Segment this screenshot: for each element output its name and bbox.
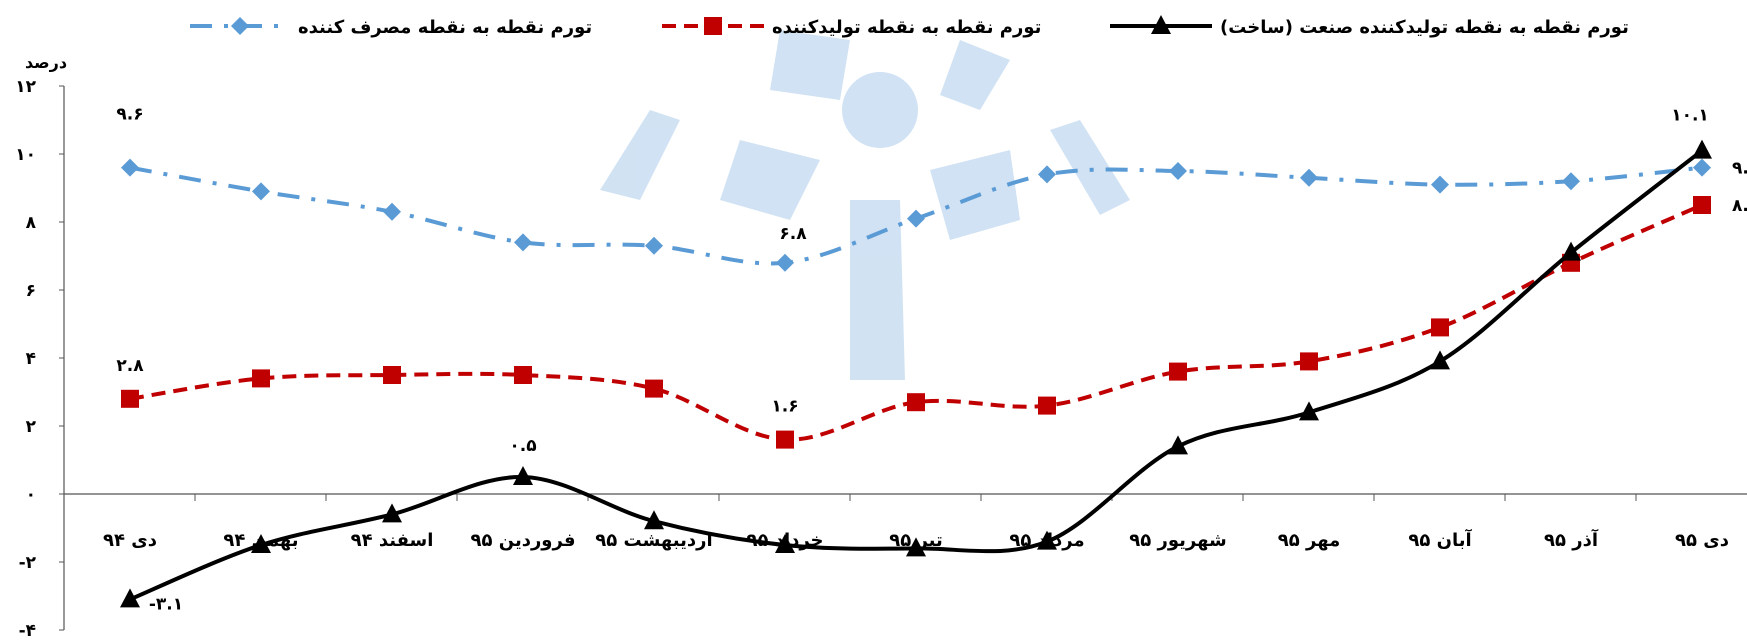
y-tick-label: ۸ xyxy=(26,213,37,233)
data-point xyxy=(1169,362,1187,381)
data-label: ۲.۸ xyxy=(116,356,144,376)
data-point xyxy=(1692,139,1712,159)
data-point xyxy=(231,17,249,35)
y-axis-label: درصد xyxy=(25,53,67,72)
data-label: ۸.۵ xyxy=(1732,196,1747,216)
data-point xyxy=(1300,168,1318,187)
data-label: ۶.۸ xyxy=(779,224,807,244)
legend-label: تورم نقطه به نقطه تولیدکننده صنعت (ساخت) xyxy=(1220,17,1629,38)
data-point xyxy=(1038,165,1056,184)
data-point xyxy=(382,503,402,523)
data-point xyxy=(1561,241,1581,261)
x-tick-label: فروردین ۹۵ xyxy=(471,530,576,551)
legend: تورم نقطه به نقطه تولیدکننده صنعت (ساخت)… xyxy=(190,15,1629,38)
data-point xyxy=(645,236,663,255)
x-tick-label: مهر ۹۵ xyxy=(1278,530,1340,551)
legend-item: تورم نقطه به نقطه تولیدکننده xyxy=(662,17,1041,38)
data-point xyxy=(514,233,532,252)
data-point xyxy=(776,430,794,449)
data-point xyxy=(383,366,401,384)
legend-label: تورم نقطه به نقطه تولیدکننده xyxy=(772,17,1041,38)
data-label: ۹.۶ xyxy=(1732,159,1747,179)
y-tick-label: -۲ xyxy=(19,553,37,573)
data-point xyxy=(1431,318,1449,337)
data-point xyxy=(907,393,925,412)
data-point xyxy=(1038,396,1056,415)
legend-item: تورم نقطه به نقطه مصرف کننده xyxy=(190,17,592,38)
y-tick-label: ۴ xyxy=(26,349,36,369)
series-square xyxy=(121,196,1711,449)
x-tick-label: شهریور ۹۵ xyxy=(1129,530,1226,551)
data-point xyxy=(1037,530,1057,550)
x-tick-label: دی ۹۵ xyxy=(1675,530,1729,551)
data-point xyxy=(907,209,925,228)
y-tick-label: ۰ xyxy=(26,485,36,505)
data-point xyxy=(1693,196,1711,214)
y-tick-label: ۱۰ xyxy=(15,145,36,165)
y-tick-label: ۲ xyxy=(26,417,37,437)
data-point xyxy=(1299,401,1319,421)
x-tick-label: اسفند ۹۴ xyxy=(351,530,434,551)
x-tick-label: آذر ۹۵ xyxy=(1544,528,1599,551)
data-point xyxy=(251,534,271,553)
data-point xyxy=(121,158,139,177)
data-label: ۰.۵ xyxy=(509,436,536,456)
data-label: ۱.۶ xyxy=(771,397,798,417)
data-point xyxy=(1693,158,1711,177)
y-tick-label: ۱۲ xyxy=(15,77,36,97)
data-point xyxy=(513,466,533,485)
data-point xyxy=(906,537,926,557)
x-tick-label: آبان ۹۵ xyxy=(1408,528,1472,551)
chamber-logo-watermark xyxy=(600,30,1130,380)
data-point xyxy=(1562,172,1580,191)
data-point xyxy=(514,366,532,384)
data-point xyxy=(1431,175,1449,194)
legend-label: تورم نقطه به نقطه مصرف کننده xyxy=(298,17,592,38)
data-point xyxy=(645,379,663,398)
series-triangle xyxy=(120,139,1712,608)
data-point xyxy=(776,253,794,272)
data-point xyxy=(704,17,722,35)
data-label: -۳.۱ xyxy=(149,594,183,614)
y-tick-label: ۶ xyxy=(26,281,36,301)
data-point xyxy=(1300,352,1318,371)
series-diamond xyxy=(121,158,1711,272)
y-tick-label: -۴ xyxy=(19,621,36,641)
data-point xyxy=(120,588,140,608)
data-label: ۹.۶ xyxy=(116,105,143,125)
data-point xyxy=(1151,15,1171,34)
data-point xyxy=(383,202,401,221)
x-tick-label: دی ۹۴ xyxy=(103,530,157,551)
x-tick-label: اردیبهشت ۹۵ xyxy=(595,530,712,551)
data-point xyxy=(1430,350,1450,370)
data-point xyxy=(121,389,139,408)
series-layer xyxy=(120,139,1712,608)
data-point xyxy=(644,510,664,530)
data-point xyxy=(252,182,270,201)
data-point xyxy=(1168,435,1188,455)
data-point xyxy=(252,369,270,388)
data-labels: ۹.۶ ۶.۸ ۹.۶ ۲.۸ ۱.۶ ۸.۵ -۳.۱ ۰.۵ ۱۰.۱ xyxy=(116,105,1747,615)
data-label: ۱۰.۱ xyxy=(1671,106,1709,126)
data-point xyxy=(775,534,795,553)
data-point xyxy=(1169,162,1187,180)
legend-item: تورم نقطه به نقطه تولیدکننده صنعت (ساخت) xyxy=(1110,15,1629,38)
